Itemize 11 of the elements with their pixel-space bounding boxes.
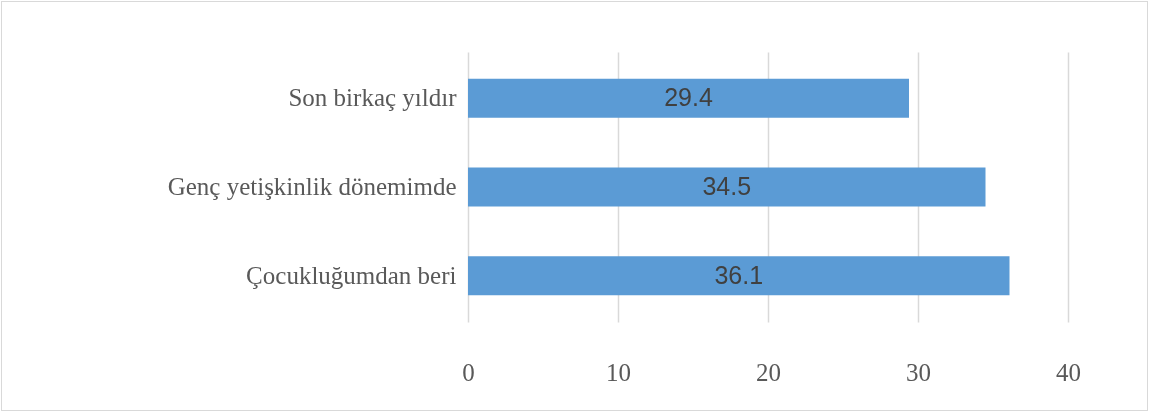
y-tick-label: Genç yetişkinlik dönemimde (167, 173, 457, 200)
x-tick-label: 30 (906, 358, 931, 386)
data-label: 36.1 (714, 260, 764, 289)
x-tick-label: 40 (1056, 358, 1081, 386)
y-tick-label: Çocukluğumdan beri (246, 261, 457, 289)
y-tick-label: Son birkaç yıldır (288, 84, 458, 112)
data-label: 34.5 (702, 172, 752, 200)
x-tick-label: 10 (606, 358, 631, 386)
data-label: 29.4 (664, 83, 713, 112)
x-tick-label: 0 (462, 358, 475, 386)
x-tick-label: 20 (756, 358, 781, 386)
